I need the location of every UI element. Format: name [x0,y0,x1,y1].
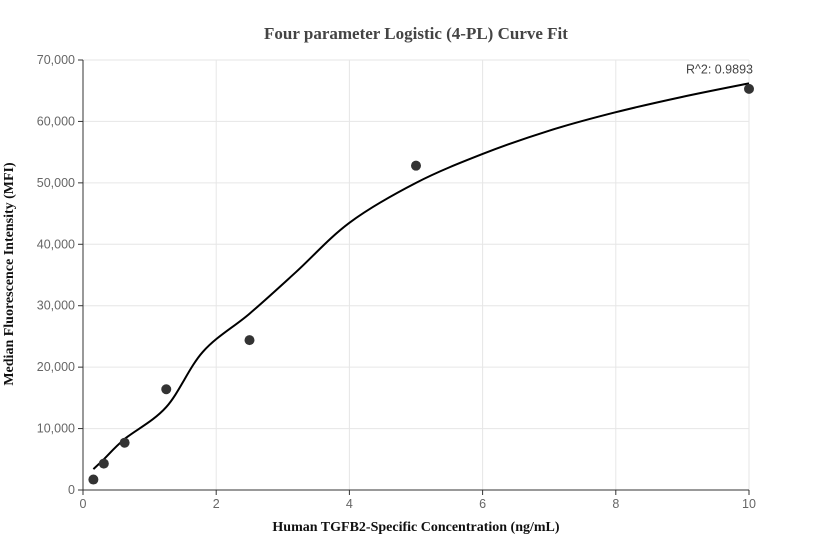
x-tick-label: 0 [80,497,87,511]
fit-curve-line [92,82,750,470]
x-tick-label: 2 [213,497,220,511]
x-axis-label: Human TGFB2-Specific Concentration (ng/m… [272,520,559,535]
tick-labels: 0 2 4 6 8 10 0 10,000 20,000 30,000 40,000 50,000 60… [37,53,756,511]
y-tick-label: 50,000 [37,176,75,190]
x-tick-label: 10 [742,497,756,511]
data-point [119,437,130,448]
chart-title: Four parameter Logistic (4-PL) Curve Fit [264,24,568,43]
data-point [411,160,421,171]
data-series [88,82,754,485]
x-tick-label: 6 [479,497,486,511]
data-point [161,384,172,395]
r-squared-annotation: R^2: 0.9893 [686,62,753,76]
x-tick-label: 4 [346,497,353,511]
data-point [98,458,109,469]
y-tick-label: 10,000 [37,422,75,436]
y-tick-label: 20,000 [37,360,75,374]
gridlines [82,59,750,491]
data-point [88,474,99,485]
y-tick-label: 70,000 [37,53,75,67]
axes [78,59,750,495]
x-tick-label: 8 [612,497,619,511]
y-tick-label: 0 [68,483,75,497]
y-tick-label: 40,000 [37,237,75,251]
y-tick-label: 60,000 [37,114,75,128]
annotations: R^2: 0.9893 [686,62,753,76]
y-tick-label: 30,000 [37,299,75,313]
data-point [744,83,754,94]
data-point [244,335,255,346]
y-axis-label: Median Fluorescence Intensity (MFI) [2,162,17,386]
